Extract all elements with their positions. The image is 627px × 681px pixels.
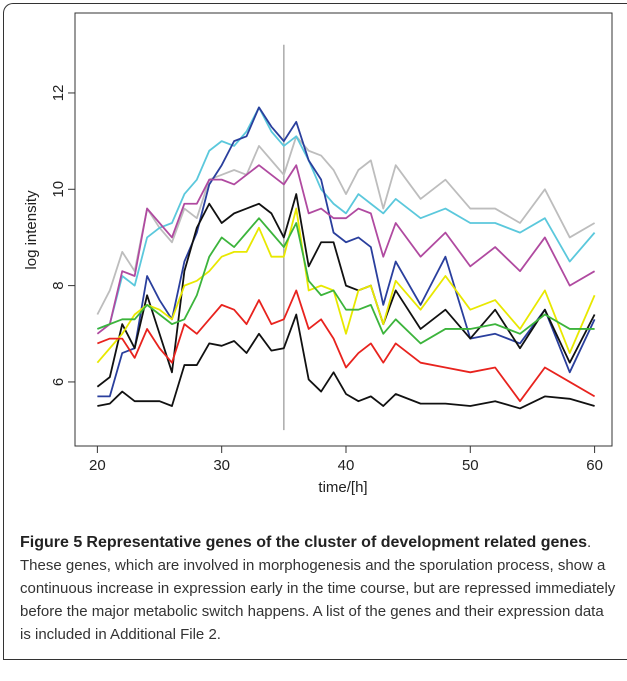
chart: time/[h] log intensity 20 30 40 50 60 6 8 10 12: [23, 12, 613, 496]
series-line: [97, 313, 595, 410]
x-tick-label: 20: [89, 457, 106, 474]
x-tick-label: 40: [338, 457, 355, 474]
x-tick-label: 60: [586, 457, 603, 474]
frame: [3, 3, 627, 660]
caption-label: Figure 5: [20, 534, 83, 551]
series-line: [96, 164, 596, 335]
y-tick-label: 10: [50, 181, 67, 198]
series-line: [97, 217, 595, 345]
series-line: [97, 289, 596, 403]
y-tick-label: 6: [50, 378, 67, 386]
x-tick-label: 30: [213, 457, 230, 474]
x-axis-label: time/[h]: [318, 479, 367, 496]
plot-box: [74, 12, 613, 447]
caption-title: Representative genes of the cluster of d…: [86, 534, 587, 551]
series-line: [97, 106, 596, 398]
series-line: [96, 207, 596, 364]
x-tick-label: 50: [462, 457, 479, 474]
series-line: [97, 106, 596, 330]
y-tick-label: 8: [50, 281, 67, 289]
y-tick-label: 12: [50, 85, 67, 102]
caption: Figure 5 Representative genes of the clu…: [20, 531, 618, 646]
series-line: [96, 135, 596, 315]
y-axis-label: log intensity: [23, 190, 40, 270]
caption-text: . These genes, which are involved in mor…: [20, 534, 616, 643]
